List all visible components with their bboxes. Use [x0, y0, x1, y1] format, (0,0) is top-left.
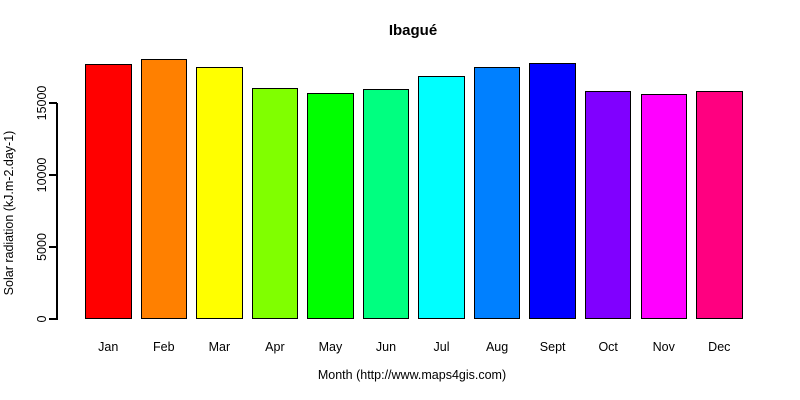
y-axis-tick	[49, 246, 57, 248]
x-tick-label-jul: Jul	[433, 340, 450, 354]
bar-feb	[140, 59, 188, 319]
y-axis-tick-label: 10000	[35, 157, 49, 193]
chart-title: Ibagué	[388, 22, 438, 39]
y-axis-title: Solar radiation (kJ.m-2.day-1)	[2, 130, 16, 296]
x-tick-label-dec: Dec	[708, 340, 731, 354]
x-tick-label-may: May	[318, 340, 343, 354]
bar-sept	[529, 62, 576, 319]
bar-aug	[473, 67, 521, 319]
y-axis-tick-label: 5000	[35, 233, 49, 261]
x-tick-label-mar: Mar	[208, 340, 231, 354]
x-tick-label-feb: Feb	[153, 340, 175, 354]
bar-jan	[85, 64, 132, 319]
x-tick-label-nov: Nov	[652, 340, 675, 354]
bar-jul	[418, 75, 465, 319]
bar-oct	[584, 91, 632, 319]
x-tick-label-jun: Jun	[375, 340, 397, 354]
bar-nov	[640, 94, 687, 319]
x-tick-label-sept: Sept	[539, 340, 566, 354]
x-tick-label-apr: Apr	[265, 340, 285, 354]
x-tick-label-aug: Aug	[485, 340, 509, 354]
y-axis-tick	[49, 174, 57, 176]
bar-apr	[251, 87, 299, 319]
bar-jun	[362, 88, 410, 319]
x-tick-label-jan: Jan	[98, 340, 119, 354]
bar-dec	[696, 90, 743, 319]
y-axis-tick-label: 15000	[35, 85, 49, 121]
y-axis-line	[56, 103, 58, 320]
y-axis-tick	[49, 318, 57, 320]
y-axis-tick	[49, 102, 57, 104]
bar-mar	[196, 67, 243, 319]
y-axis-tick-label: 0	[35, 315, 49, 323]
x-tick-label-oct: Oct	[598, 340, 618, 354]
bar-may	[307, 92, 354, 319]
x-axis-title: Month (http://www.maps4gis.com)	[317, 368, 507, 382]
